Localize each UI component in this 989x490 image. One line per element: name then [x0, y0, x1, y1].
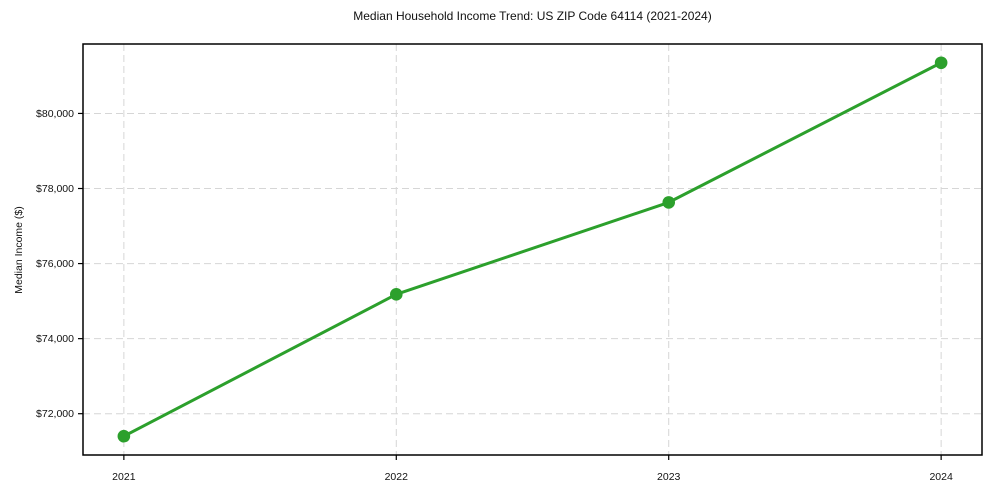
x-tick-label: 2022 — [385, 471, 409, 483]
data-point-2021 — [117, 429, 131, 443]
data-point-2023 — [662, 196, 676, 209]
y-tick-label: $78,000 — [36, 183, 74, 195]
chart-title: Median Household Income Trend: US ZIP Co… — [353, 9, 712, 23]
y-tick-label: $72,000 — [36, 408, 74, 420]
income-trend-line — [122, 61, 943, 438]
y-tick-label: $74,000 — [36, 333, 74, 345]
y-tick-label: $80,000 — [36, 108, 74, 120]
data-point-2022 — [389, 288, 403, 301]
data-point-2024 — [934, 56, 948, 70]
x-tick-label: 2024 — [929, 471, 953, 483]
x-tick-label: 2023 — [657, 471, 681, 483]
y-tick-label: $76,000 — [36, 258, 74, 270]
x-tick-label: 2021 — [112, 471, 136, 483]
plot-frame — [82, 43, 983, 456]
